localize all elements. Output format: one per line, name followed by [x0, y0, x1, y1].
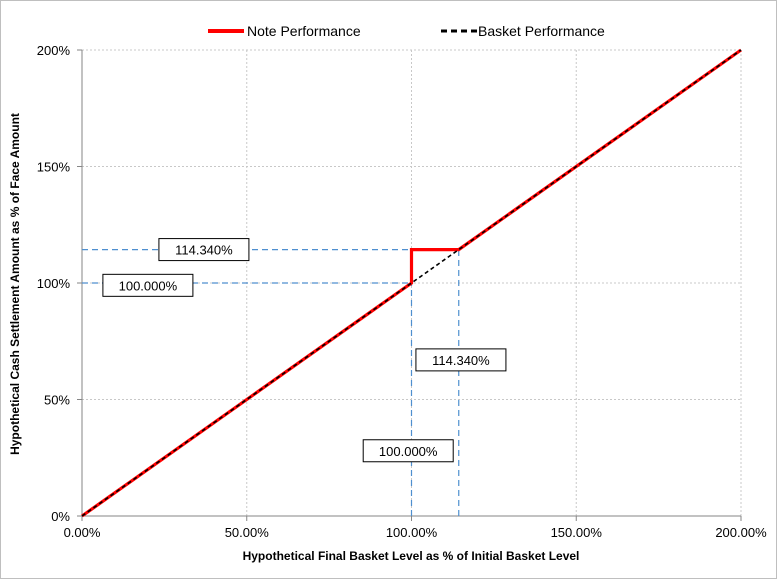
legend-label: Basket Performance — [478, 23, 605, 39]
x-tick-label: 0.00% — [64, 525, 101, 540]
annotation-label: 100.000% — [119, 278, 178, 293]
annotation-rect — [362, 439, 454, 463]
y-tick-label: 0% — [51, 509, 70, 524]
annotation-rect — [102, 273, 194, 297]
annotation-rect — [415, 348, 507, 372]
annotation-box: 100.000% — [102, 273, 194, 297]
annotation-box: 100.000% — [362, 439, 454, 463]
legend-label: Note Performance — [247, 23, 361, 39]
x-tick-label: 50.00% — [225, 525, 270, 540]
x-tick-label: 150.00% — [551, 525, 603, 540]
tick-labels: 0.00% 50.00% 100.00% 150.00% 200.00% 0% 50% 100… — [37, 43, 767, 540]
y-axis-title: Hypothetical Cash Settlement Amount as %… — [8, 113, 22, 455]
annotation-label: 114.340% — [432, 353, 490, 368]
y-tick-label: 100% — [37, 276, 71, 291]
annotations: 114.340% 100.000% 114.340% 100.000% — [102, 238, 507, 463]
x-tick-label: 200.00% — [715, 525, 767, 540]
annotation-rect — [158, 238, 250, 262]
x-axis-title: Hypothetical Final Basket Level as % of … — [243, 549, 580, 563]
legend: Note Performance Basket Performance — [208, 23, 605, 39]
series-line-basket-performance — [81, 49, 742, 517]
legend-item: Basket Performance — [441, 23, 605, 39]
annotation-label: 114.340% — [175, 243, 233, 258]
y-tick-label: 50% — [44, 393, 70, 408]
y-tick-label: 200% — [37, 43, 71, 58]
annotation-box: 114.340% — [158, 238, 250, 262]
annotation-label: 100.000% — [379, 444, 438, 459]
annotation-box: 114.340% — [415, 348, 507, 372]
series-lines — [81, 48, 742, 518]
y-tick-label: 150% — [37, 160, 71, 175]
legend-item: Note Performance — [208, 23, 361, 39]
x-tick-label: 100.00% — [386, 525, 438, 540]
